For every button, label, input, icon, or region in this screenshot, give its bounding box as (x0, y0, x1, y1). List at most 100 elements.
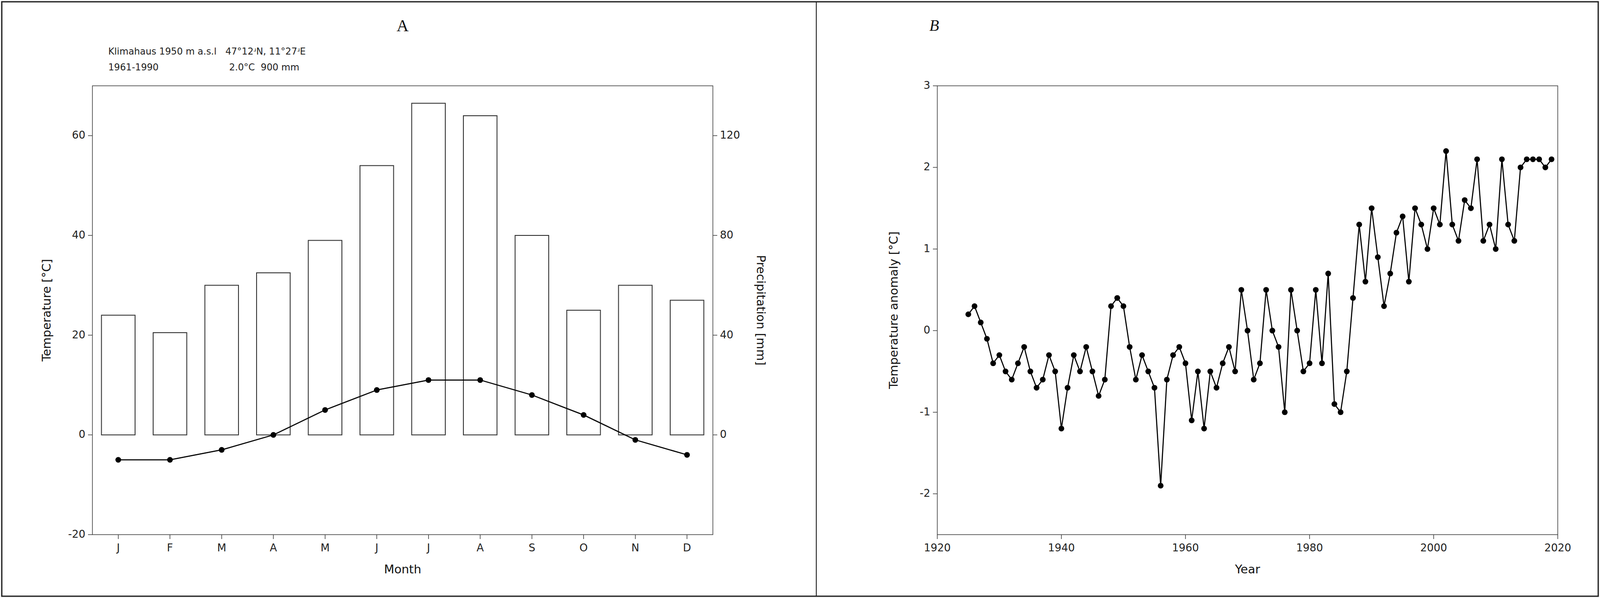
data-point (1381, 303, 1388, 309)
y-axis-label: Temperature anomaly [°C] (886, 231, 901, 390)
x-axis-label: Month (384, 562, 422, 577)
tick-label: D (682, 541, 691, 555)
panel-title: B (929, 16, 940, 35)
tick-label: 2 (923, 160, 931, 173)
data-line (118, 380, 688, 460)
data-point (1225, 344, 1232, 350)
data-point (1151, 385, 1158, 391)
data-point (1405, 278, 1412, 285)
data-point (1101, 376, 1108, 383)
x-axis: 192019401960198020002020 (923, 534, 1571, 555)
data-point (1542, 164, 1549, 171)
y2-axis: 04080120 (712, 128, 741, 441)
data-point (1021, 344, 1028, 350)
data-point (1486, 221, 1493, 228)
tick-mark (932, 85, 938, 87)
x-axis: JFMAMJJASOND (115, 534, 691, 555)
data-point (1493, 245, 1499, 252)
data-point (1412, 205, 1418, 212)
bar (153, 332, 187, 435)
data-point (1027, 368, 1034, 375)
data-point (1505, 221, 1512, 228)
tick-mark (936, 534, 938, 540)
tick-label: A (269, 541, 278, 555)
y2-axis-label: Precipitation [mm] (754, 254, 768, 366)
data-point (1313, 286, 1319, 293)
tick-label: 20 (71, 328, 86, 342)
data-point (1275, 344, 1282, 350)
data-point (1399, 213, 1406, 220)
data-point (1375, 254, 1381, 261)
tick-mark (712, 434, 718, 436)
tick-label: -20 (68, 528, 86, 541)
data-point (965, 311, 972, 318)
tick-mark (169, 534, 171, 540)
tick-mark (932, 167, 938, 169)
data-point (1095, 392, 1102, 399)
y-axis: -2-10123 (919, 79, 938, 500)
data-point (1251, 376, 1257, 383)
bar (618, 285, 653, 435)
bar (256, 272, 290, 435)
data-point (1201, 425, 1208, 432)
data-point (1536, 156, 1542, 162)
panel-title: A (396, 16, 409, 35)
data-point (1306, 360, 1313, 367)
data-point (1126, 344, 1133, 350)
tick-label: 1980 (1295, 541, 1323, 555)
data-point (1077, 368, 1083, 375)
y-axis-label: Temperature [°C] (39, 258, 54, 362)
data-point (1238, 286, 1245, 293)
data-point (1288, 286, 1294, 293)
data-point (1244, 327, 1251, 334)
data-point (1294, 327, 1300, 334)
data-point (1356, 221, 1362, 228)
tick-mark (932, 248, 938, 250)
data-point (1431, 205, 1437, 212)
tick-mark (531, 534, 533, 540)
tick-mark (634, 534, 636, 540)
tick-mark (273, 534, 275, 540)
tick-mark (376, 534, 378, 540)
tick-label: 40 (71, 228, 86, 242)
data-point (374, 387, 380, 393)
data-point (977, 319, 984, 326)
data-point (1108, 303, 1114, 309)
panel-b: -2-10123192019401960198020002020YearTemp… (886, 16, 1572, 577)
plot-area (965, 148, 1555, 489)
tick-label: 2000 (1420, 541, 1447, 555)
subtitle: 1961-1990 2.0°C 900 mm (108, 62, 300, 73)
data-point (1269, 327, 1276, 334)
tick-label: 120 (719, 128, 741, 142)
bar (101, 315, 136, 435)
tick-mark (88, 534, 93, 536)
tick-label: M (216, 541, 227, 555)
bar (670, 300, 704, 435)
data-point (1455, 238, 1462, 244)
data-point (1033, 385, 1040, 391)
data-point (1300, 368, 1307, 375)
data-point (990, 360, 996, 367)
data-point (1195, 368, 1201, 375)
data-point (167, 457, 173, 463)
data-point (1176, 344, 1182, 350)
tick-label: M (320, 541, 330, 555)
bar (411, 103, 446, 436)
background (0, 0, 1600, 598)
tick-label: 0 (923, 323, 931, 337)
data-point (1517, 164, 1524, 171)
data-point (1145, 368, 1152, 375)
tick-label: J (425, 541, 430, 555)
tick-mark (932, 493, 938, 495)
tick-mark (932, 411, 938, 413)
data-point (1052, 368, 1058, 375)
data-point (996, 352, 1003, 359)
data-point (1530, 156, 1536, 162)
bar (205, 285, 239, 435)
data-point (1207, 368, 1214, 375)
data-point (1474, 156, 1480, 162)
data-point (1362, 278, 1369, 285)
data-point (1263, 286, 1270, 293)
data-point (1467, 205, 1474, 212)
data-point (971, 303, 978, 309)
